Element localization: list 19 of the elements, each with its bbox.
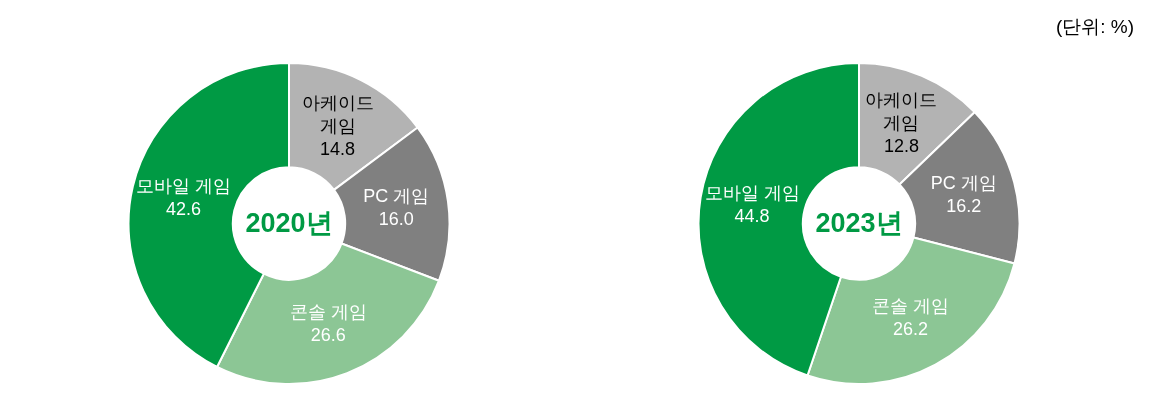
slice-label: 콘솔 게임 (289, 301, 367, 322)
slice-label: 모바일 게임 (136, 176, 232, 197)
slice-label: 콘솔 게임 (872, 296, 950, 317)
text: (단위: %) (1055, 15, 1134, 39)
slice-label: PC 게임 (930, 173, 997, 194)
slice-label: 모바일 게임 (704, 183, 800, 204)
data-label: 26.6 (310, 324, 346, 345)
data-label: 42.6 (166, 199, 202, 220)
text: 2023년 (815, 207, 903, 238)
data-label: 12.8 (883, 135, 919, 156)
text: 2020년 (245, 207, 333, 238)
data-label: 16.0 (378, 209, 414, 230)
data-label: 26.2 (893, 319, 929, 340)
data-label: 14.8 (320, 138, 356, 159)
slice-label: 아케이드 게임 (301, 92, 374, 136)
data-label: 44.8 (734, 206, 770, 227)
data-label: 16.2 (946, 196, 982, 217)
slice-label: 아케이드 게임 (865, 89, 938, 133)
slice-label: PC 게임 (363, 186, 430, 207)
